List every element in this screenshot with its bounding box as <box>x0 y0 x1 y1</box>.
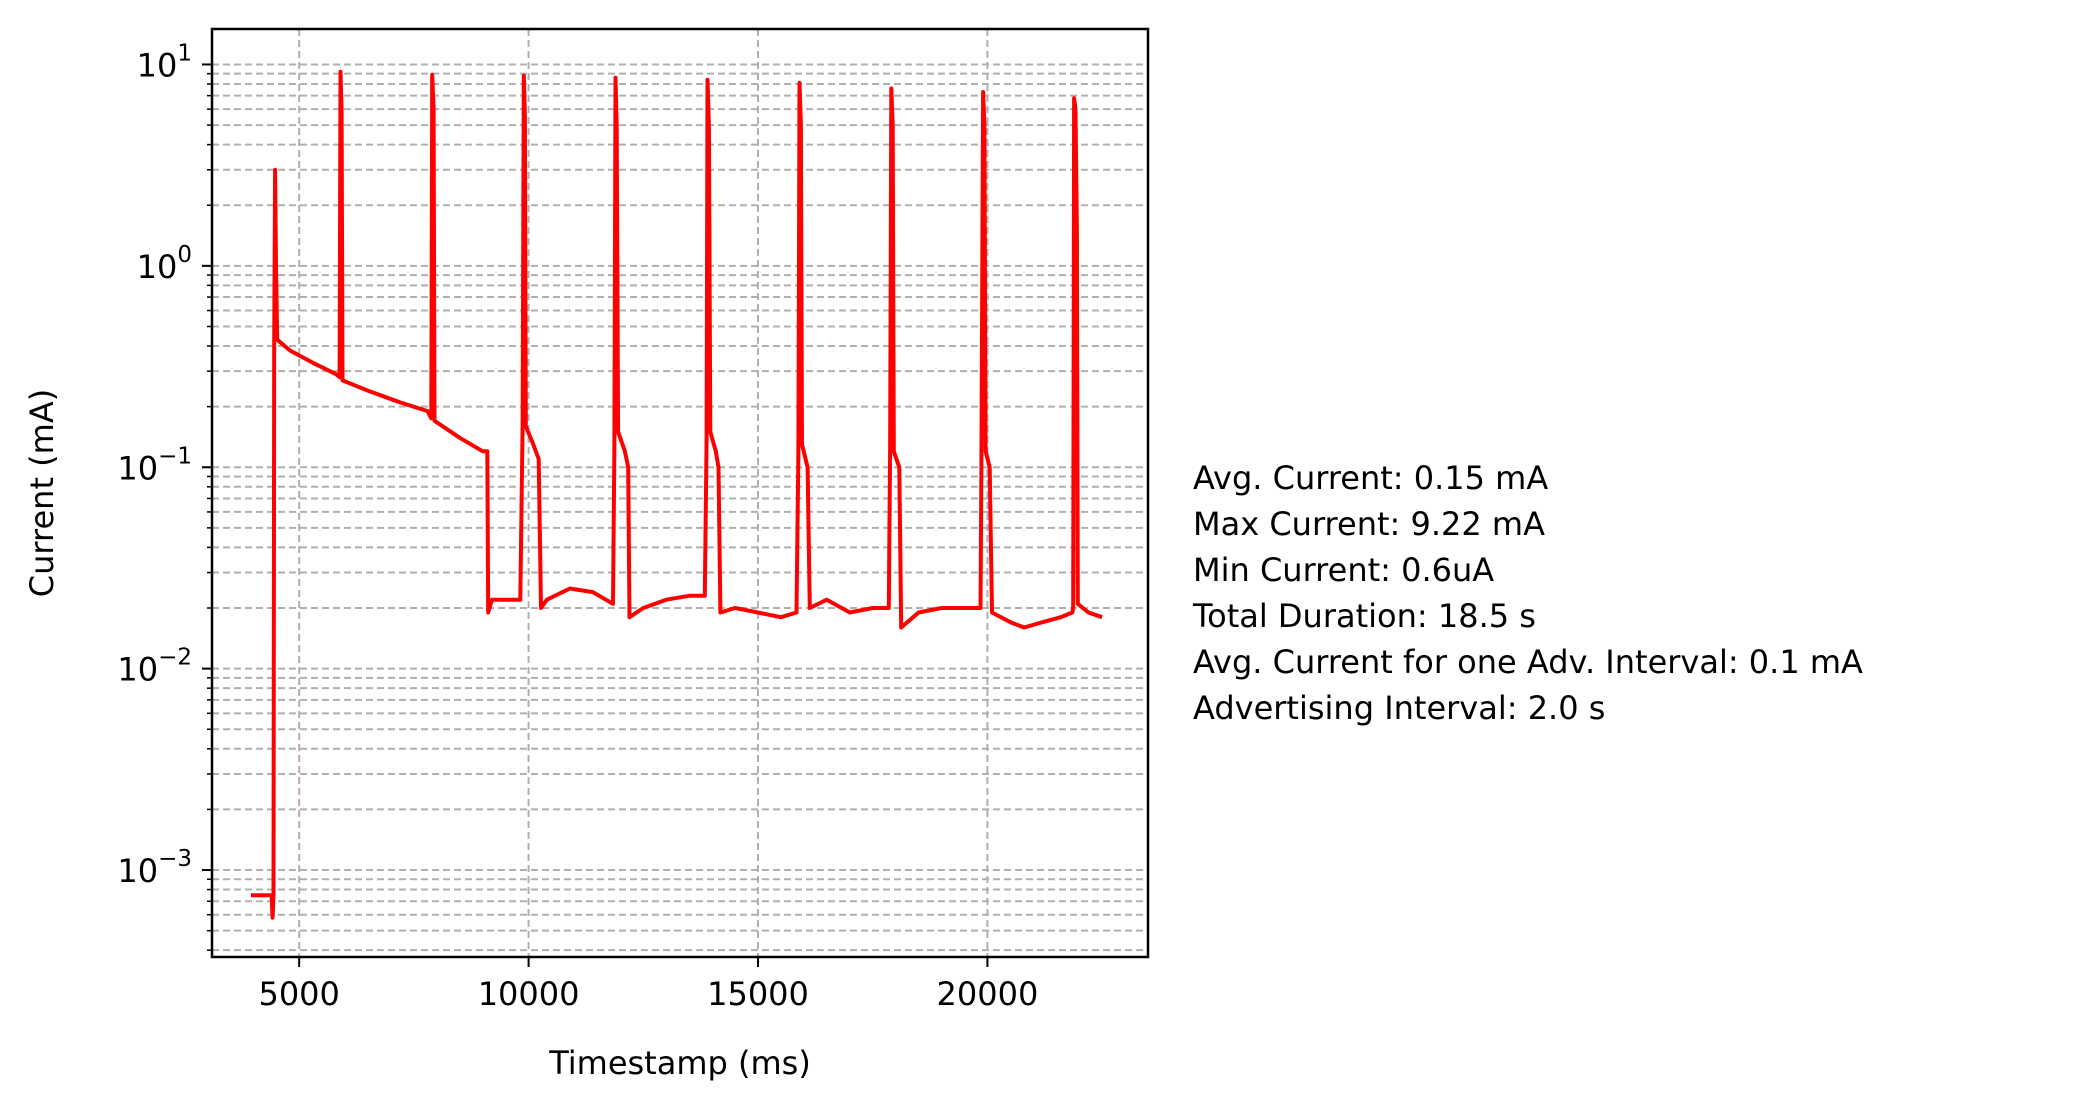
y-tick-exponent: −1 <box>158 443 192 469</box>
stat-avg-current: Avg. Current: 0.15 mA <box>1193 459 1549 497</box>
y-tick-exponent: 1 <box>177 40 192 66</box>
y-tick-label: 10−3 <box>117 846 192 890</box>
y-axis-label: Current (mA) <box>23 389 61 597</box>
plot-area <box>251 69 1103 920</box>
stat-total-duration: Total Duration: 18.5 s <box>1193 597 1536 635</box>
x-axis-label: Timestamp (ms) <box>548 1044 811 1082</box>
y-tick-exponent: −3 <box>158 846 192 872</box>
y-tick-label: 10−1 <box>117 443 192 487</box>
y-tick-label: 101 <box>137 40 192 84</box>
stat-adv-interval: Advertising Interval: 2.0 s <box>1193 689 1606 727</box>
y-tick-label: 10−2 <box>117 645 192 689</box>
grid <box>212 29 1148 957</box>
x-tick-label: 5000 <box>258 975 339 1013</box>
stat-min-current: Min Current: 0.6uA <box>1193 551 1495 589</box>
plot-frame <box>210 27 1150 959</box>
y-tick-label: 100 <box>137 242 192 286</box>
x-tick-label: 15000 <box>707 975 809 1013</box>
stat-avg-adv-interval: Avg. Current for one Adv. Interval: 0.1 … <box>1193 643 1863 681</box>
stats-panel: Avg. Current: 0.15 mA Max Current: 9.22 … <box>1193 455 1863 731</box>
x-tick-label: 20000 <box>937 975 1039 1013</box>
stat-max-current: Max Current: 9.22 mA <box>1193 505 1545 543</box>
x-tick-label: 10000 <box>478 975 580 1013</box>
y-tick-exponent: −2 <box>158 645 192 671</box>
y-tick-exponent: 0 <box>177 242 192 268</box>
series-line <box>251 69 1103 920</box>
x-axis: 5000 10000 15000 20000 <box>258 957 1038 1013</box>
